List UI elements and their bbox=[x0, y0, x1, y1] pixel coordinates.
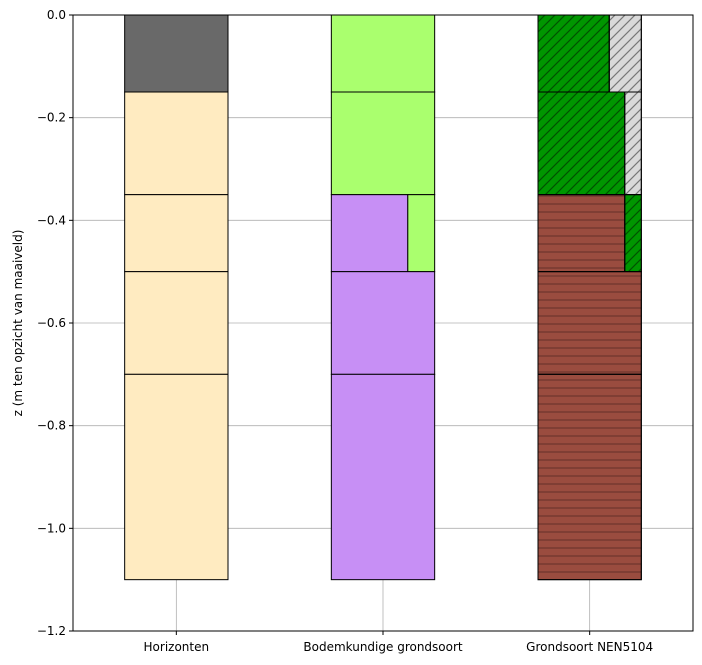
y-tick-label: −0.2 bbox=[37, 111, 66, 125]
bar-segment bbox=[124, 373, 229, 581]
x-axis: Horizonten Bodemkundige grondsoort Grondso… bbox=[144, 631, 653, 654]
bar-segment-hatch bbox=[537, 271, 642, 375]
bar-segment-hatch bbox=[537, 14, 610, 93]
x-tick-label: Grondsoort NEN5104 bbox=[526, 640, 653, 654]
y-tick-label: 0.0 bbox=[47, 8, 66, 22]
y-axis: 0.0 −0.2 −0.4 −0.6 −0.8 −1.0 −1.2 bbox=[37, 8, 73, 638]
bar-segment-hatch bbox=[608, 14, 642, 93]
y-tick-label: −1.0 bbox=[37, 521, 66, 535]
bars bbox=[124, 14, 642, 581]
bar-segment bbox=[330, 14, 436, 93]
bar-segment bbox=[330, 373, 436, 581]
x-tick-label: Bodemkundige grondsoort bbox=[303, 640, 463, 654]
bar-segment bbox=[124, 14, 229, 93]
bar-segment bbox=[407, 194, 436, 273]
bar-segment bbox=[330, 271, 436, 375]
y-tick-label: −0.4 bbox=[37, 213, 66, 227]
bar-column bbox=[124, 14, 229, 581]
bar-segment-hatch bbox=[537, 194, 626, 273]
y-tick-label: −0.8 bbox=[37, 419, 66, 433]
bar-column bbox=[330, 14, 436, 581]
y-tick-label: −0.6 bbox=[37, 316, 66, 330]
bar-segment-hatch bbox=[624, 91, 642, 196]
bar-segment bbox=[124, 194, 229, 273]
bar-segment bbox=[124, 271, 229, 375]
bar-segment bbox=[330, 194, 409, 273]
y-tick-label: −1.2 bbox=[37, 624, 66, 638]
x-tick-label: Horizonten bbox=[144, 640, 210, 654]
bar-segment-hatch bbox=[624, 194, 642, 273]
bar-segment-hatch bbox=[537, 373, 642, 581]
bar-segment bbox=[330, 91, 436, 196]
y-axis-title: z (m ten opzicht van maaiveld) bbox=[11, 230, 25, 417]
bar-segment-hatch bbox=[537, 91, 626, 196]
bar-column bbox=[537, 14, 642, 581]
bar-segment bbox=[124, 91, 229, 196]
